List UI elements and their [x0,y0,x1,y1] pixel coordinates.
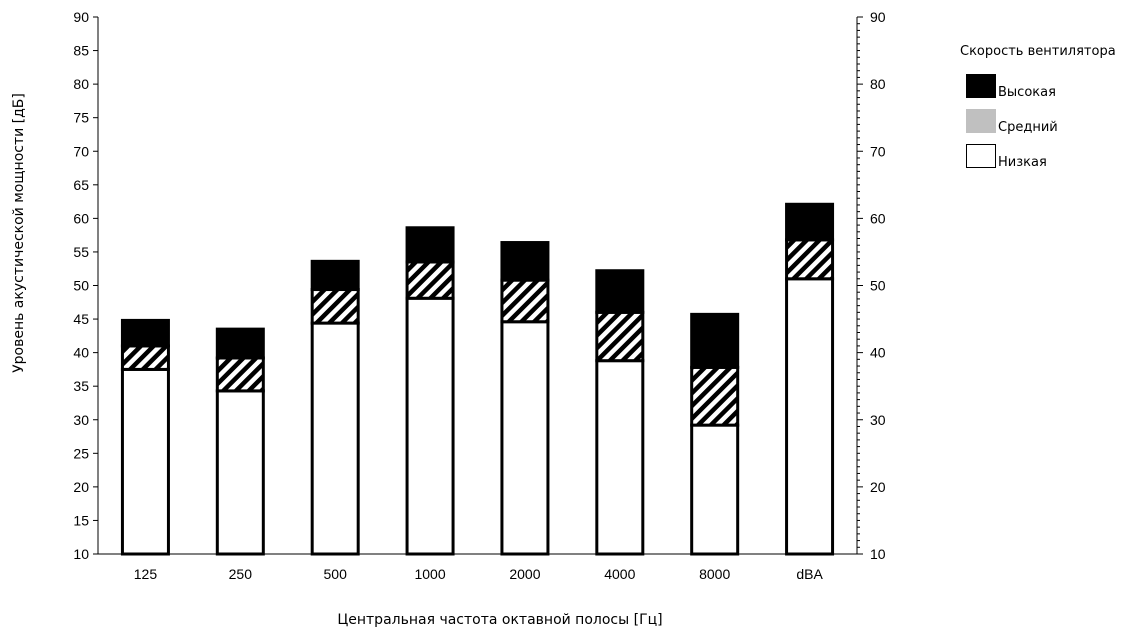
bar-segment-medium [120,344,170,371]
bar-segment-low [120,367,170,556]
bar-segment-high [310,259,360,292]
bar-segment-low [500,320,550,556]
bar-segment-low [785,277,835,556]
bar-segment-medium [215,356,265,393]
bar-segment-low [215,389,265,556]
y-tick-label-left: 35 [73,378,89,394]
legend-swatch-low [966,144,996,168]
x-tick-label: 8000 [699,566,730,582]
y-tick-label-right: 90 [870,9,886,25]
y-tick-label-left: 40 [73,345,89,361]
x-tick-label: 125 [134,566,158,582]
y-tick-label-left: 15 [73,512,89,528]
bar-segment-medium [310,288,360,325]
legend-title: Скорость вентилятора [960,44,1116,59]
bar-segment-high [215,327,265,360]
legend-label-high: Высокая [998,84,1056,100]
x-axis-title: Центральная частота октавной полосы [Гц] [337,612,662,628]
y-tick-label-left: 90 [73,9,89,25]
y-tick-label-right: 60 [870,210,886,226]
bar-segment-low [405,296,455,556]
legend-swatch-high [966,74,996,98]
x-tick-label: 500 [324,566,348,582]
bar-segment-high [500,241,550,282]
bar-segment-medium [405,260,455,300]
x-tick-label: 4000 [604,566,635,582]
bar-segment-medium [500,278,550,324]
y-axis-title: Уровень акустической мощности [дБ] [11,93,27,373]
bar-segment-low [690,423,740,556]
legend-item-medium: Средний [966,108,1138,135]
y-tick-label-right: 30 [870,412,886,428]
y-tick-label-left: 65 [73,177,89,193]
y-tick-label-right: 40 [870,345,886,361]
y-tick-label-left: 85 [73,43,89,59]
bar-segment-low [310,321,360,556]
x-tick-label: 250 [229,566,253,582]
y-tick-label-left: 80 [73,76,89,92]
x-tick-label: 1000 [414,566,445,582]
y-tick-label-left: 60 [73,210,89,226]
y-tick-label-left: 30 [73,412,89,428]
bar-segment-medium [690,365,740,427]
legend-item-low: Низкая [966,143,1138,170]
y-tick-label-left: 75 [73,110,89,126]
y-tick-label-right: 80 [870,76,886,92]
legend-item-high: Высокая [966,73,1138,100]
y-tick-label-right: 20 [870,479,886,495]
bar-segment-medium [785,238,835,281]
axes-layer: 125 250 500 1000 2000 4000 8000 dBA 10 15 20 25 30 35… [73,9,885,582]
y-tick-label-left: 50 [73,278,89,294]
bar-segment-medium [595,310,645,363]
bars-layer [120,202,835,556]
y-tick-label-left: 20 [73,479,89,495]
x-tick-label: 2000 [509,566,540,582]
bar-segment-low [595,359,645,556]
y-tick-label-left: 25 [73,445,89,461]
bar-segment-high [595,269,645,314]
bar-segment-high [785,202,835,242]
y-tick-label-right: 70 [870,143,886,159]
y-tick-label-left: 10 [73,546,89,562]
y-tick-label-left: 45 [73,311,89,327]
y-tick-label-left: 55 [73,244,89,260]
legend-label-low: Низкая [998,154,1047,170]
bar-segment-high [405,226,455,264]
y-tick-label-left: 70 [73,143,89,159]
legend: Скорость вентилятора Высокая Средний Низ… [960,44,1138,178]
bar-segment-high [120,318,170,348]
x-tick-label: dBA [796,566,823,582]
y-tick-label-right: 50 [870,278,886,294]
legend-swatch-medium [966,109,996,133]
bar-segment-high [690,312,740,369]
legend-label-medium: Средний [998,119,1058,135]
y-tick-label-right: 10 [870,546,886,562]
